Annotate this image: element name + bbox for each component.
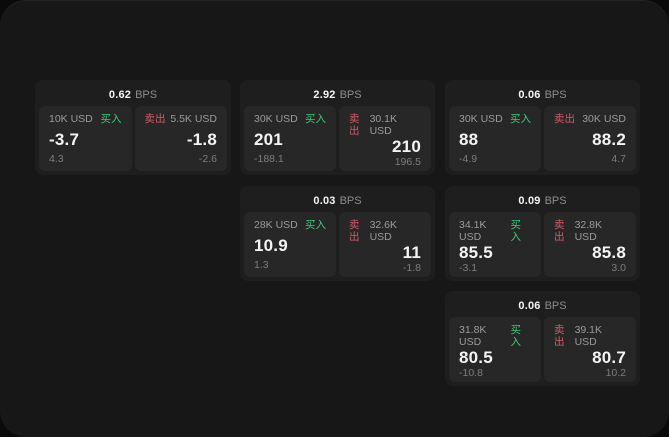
buy-side-label: 买入 — [510, 113, 531, 125]
buy-side-label: 买入 — [305, 219, 326, 231]
card-header: 2.92 BPS — [244, 84, 431, 106]
bps-unit-label: BPS — [135, 89, 158, 101]
buy-side-label: 买入 — [100, 113, 122, 125]
sell-notional: 39.1K USD — [574, 324, 603, 348]
buy-price: 88 — [459, 129, 479, 149]
sell-panel[interactable]: 卖出 32.8K USD 85.8 3.0 — [544, 212, 636, 277]
sell-price: 210 — [392, 137, 421, 156]
buy-notional: 30K USD — [459, 113, 503, 125]
sell-side-label: 卖出 — [554, 113, 575, 125]
buy-price: 10.9 — [254, 235, 288, 255]
sell-delta: 196.5 — [394, 156, 421, 168]
sell-side-label: 卖出 — [554, 324, 565, 348]
sell-side-label: 卖出 — [349, 113, 360, 137]
price-card: 0.03 BPS 28K USD 买入 10.9 1.3 卖出 32.6K US… — [240, 186, 435, 281]
buy-delta: -4.9 — [459, 153, 478, 165]
card-header: 0.03 BPS — [244, 190, 431, 212]
sell-price: 85.8 — [592, 243, 626, 262]
buy-panel[interactable]: 10K USD 买入 -3.7 4.3 — [39, 106, 132, 171]
sell-panel[interactable]: 卖出 30.1K USD 210 196.5 — [339, 106, 431, 171]
bps-value: 0.03 — [313, 195, 336, 207]
bps-value: 0.09 — [518, 195, 541, 207]
price-card: 0.06 BPS 31.8K USD 买入 80.5 -10.8 卖出 39.1… — [445, 291, 640, 386]
sell-panel[interactable]: 卖出 32.6K USD 11 -1.8 — [339, 212, 431, 277]
sell-side-label: 卖出 — [144, 113, 166, 125]
card-header: 0.09 BPS — [449, 190, 636, 212]
buy-delta: -188.1 — [254, 153, 284, 165]
card-header: 0.06 BPS — [449, 84, 636, 106]
buy-panel[interactable]: 28K USD 买入 10.9 1.3 — [244, 212, 336, 277]
sell-price: 11 — [402, 243, 421, 262]
sell-side-label: 卖出 — [554, 219, 565, 243]
card-header: 0.06 BPS — [449, 295, 636, 317]
sell-panel[interactable]: 卖出 30K USD 88.2 4.7 — [544, 106, 636, 171]
buy-price: 80.5 — [459, 348, 493, 367]
buy-side-label: 买入 — [510, 324, 521, 348]
sell-notional: 30K USD — [582, 113, 626, 125]
buy-delta: -3.1 — [459, 262, 478, 274]
buy-delta: -10.8 — [459, 367, 483, 379]
bps-unit-label: BPS — [544, 300, 567, 312]
sell-delta: 10.2 — [605, 367, 626, 379]
sell-price: 80.7 — [592, 348, 626, 367]
bps-unit-label: BPS — [544, 89, 567, 101]
sell-price: -1.8 — [186, 129, 217, 149]
buy-notional: 31.8K USD — [459, 324, 487, 348]
price-card: 0.09 BPS 34.1K USD 买入 85.5 -3.1 卖出 32.8K… — [445, 186, 640, 281]
bps-unit-label: BPS — [339, 89, 362, 101]
buy-price: -3.7 — [49, 129, 80, 149]
buy-panel[interactable]: 30K USD 买入 88 -4.9 — [449, 106, 541, 171]
buy-delta: 1.3 — [254, 259, 269, 271]
buy-panel[interactable]: 34.1K USD 买入 85.5 -3.1 — [449, 212, 541, 277]
buy-notional: 10K USD — [49, 113, 93, 125]
price-card: 0.62 BPS 10K USD 买入 -3.7 4.3 卖出 5.5K USD… — [35, 80, 231, 175]
buy-side-label: 买入 — [510, 219, 521, 243]
buy-panel[interactable]: 30K USD 买入 201 -188.1 — [244, 106, 336, 171]
buy-notional: 34.1K USD — [459, 219, 487, 243]
sell-panel[interactable]: 卖出 5.5K USD -1.8 -2.6 — [134, 106, 227, 171]
buy-price: 201 — [254, 129, 283, 149]
bps-value: 2.92 — [313, 89, 336, 101]
sell-notional: 30.1K USD — [369, 113, 398, 137]
sell-panel[interactable]: 卖出 39.1K USD 80.7 10.2 — [544, 317, 636, 382]
sell-notional: 32.6K USD — [369, 219, 398, 243]
sell-notional: 32.8K USD — [574, 219, 603, 243]
sell-notional: 5.5K USD — [170, 113, 217, 125]
bps-unit-label: BPS — [339, 195, 362, 207]
buy-price: 85.5 — [459, 243, 493, 262]
buy-notional: 28K USD — [254, 219, 298, 231]
sell-side-label: 卖出 — [349, 219, 360, 243]
sell-delta: -2.6 — [198, 153, 217, 165]
buy-panel[interactable]: 31.8K USD 买入 80.5 -10.8 — [449, 317, 541, 382]
sell-price: 88.2 — [592, 129, 626, 149]
buy-notional: 30K USD — [254, 113, 298, 125]
bps-value: 0.06 — [518, 300, 541, 312]
bps-unit-label: BPS — [544, 195, 567, 207]
price-card: 0.06 BPS 30K USD 买入 88 -4.9 卖出 30K USD 8… — [445, 80, 640, 175]
bps-value: 0.06 — [518, 89, 541, 101]
sell-delta: 3.0 — [611, 262, 626, 274]
buy-delta: 4.3 — [49, 153, 64, 165]
buy-side-label: 买入 — [305, 113, 326, 125]
bps-value: 0.62 — [108, 89, 132, 101]
price-card: 2.92 BPS 30K USD 买入 201 -188.1 卖出 30.1K … — [240, 80, 435, 175]
sell-delta: -1.8 — [402, 262, 421, 274]
sell-delta: 4.7 — [611, 153, 626, 165]
card-header: 0.62 BPS — [39, 84, 227, 106]
